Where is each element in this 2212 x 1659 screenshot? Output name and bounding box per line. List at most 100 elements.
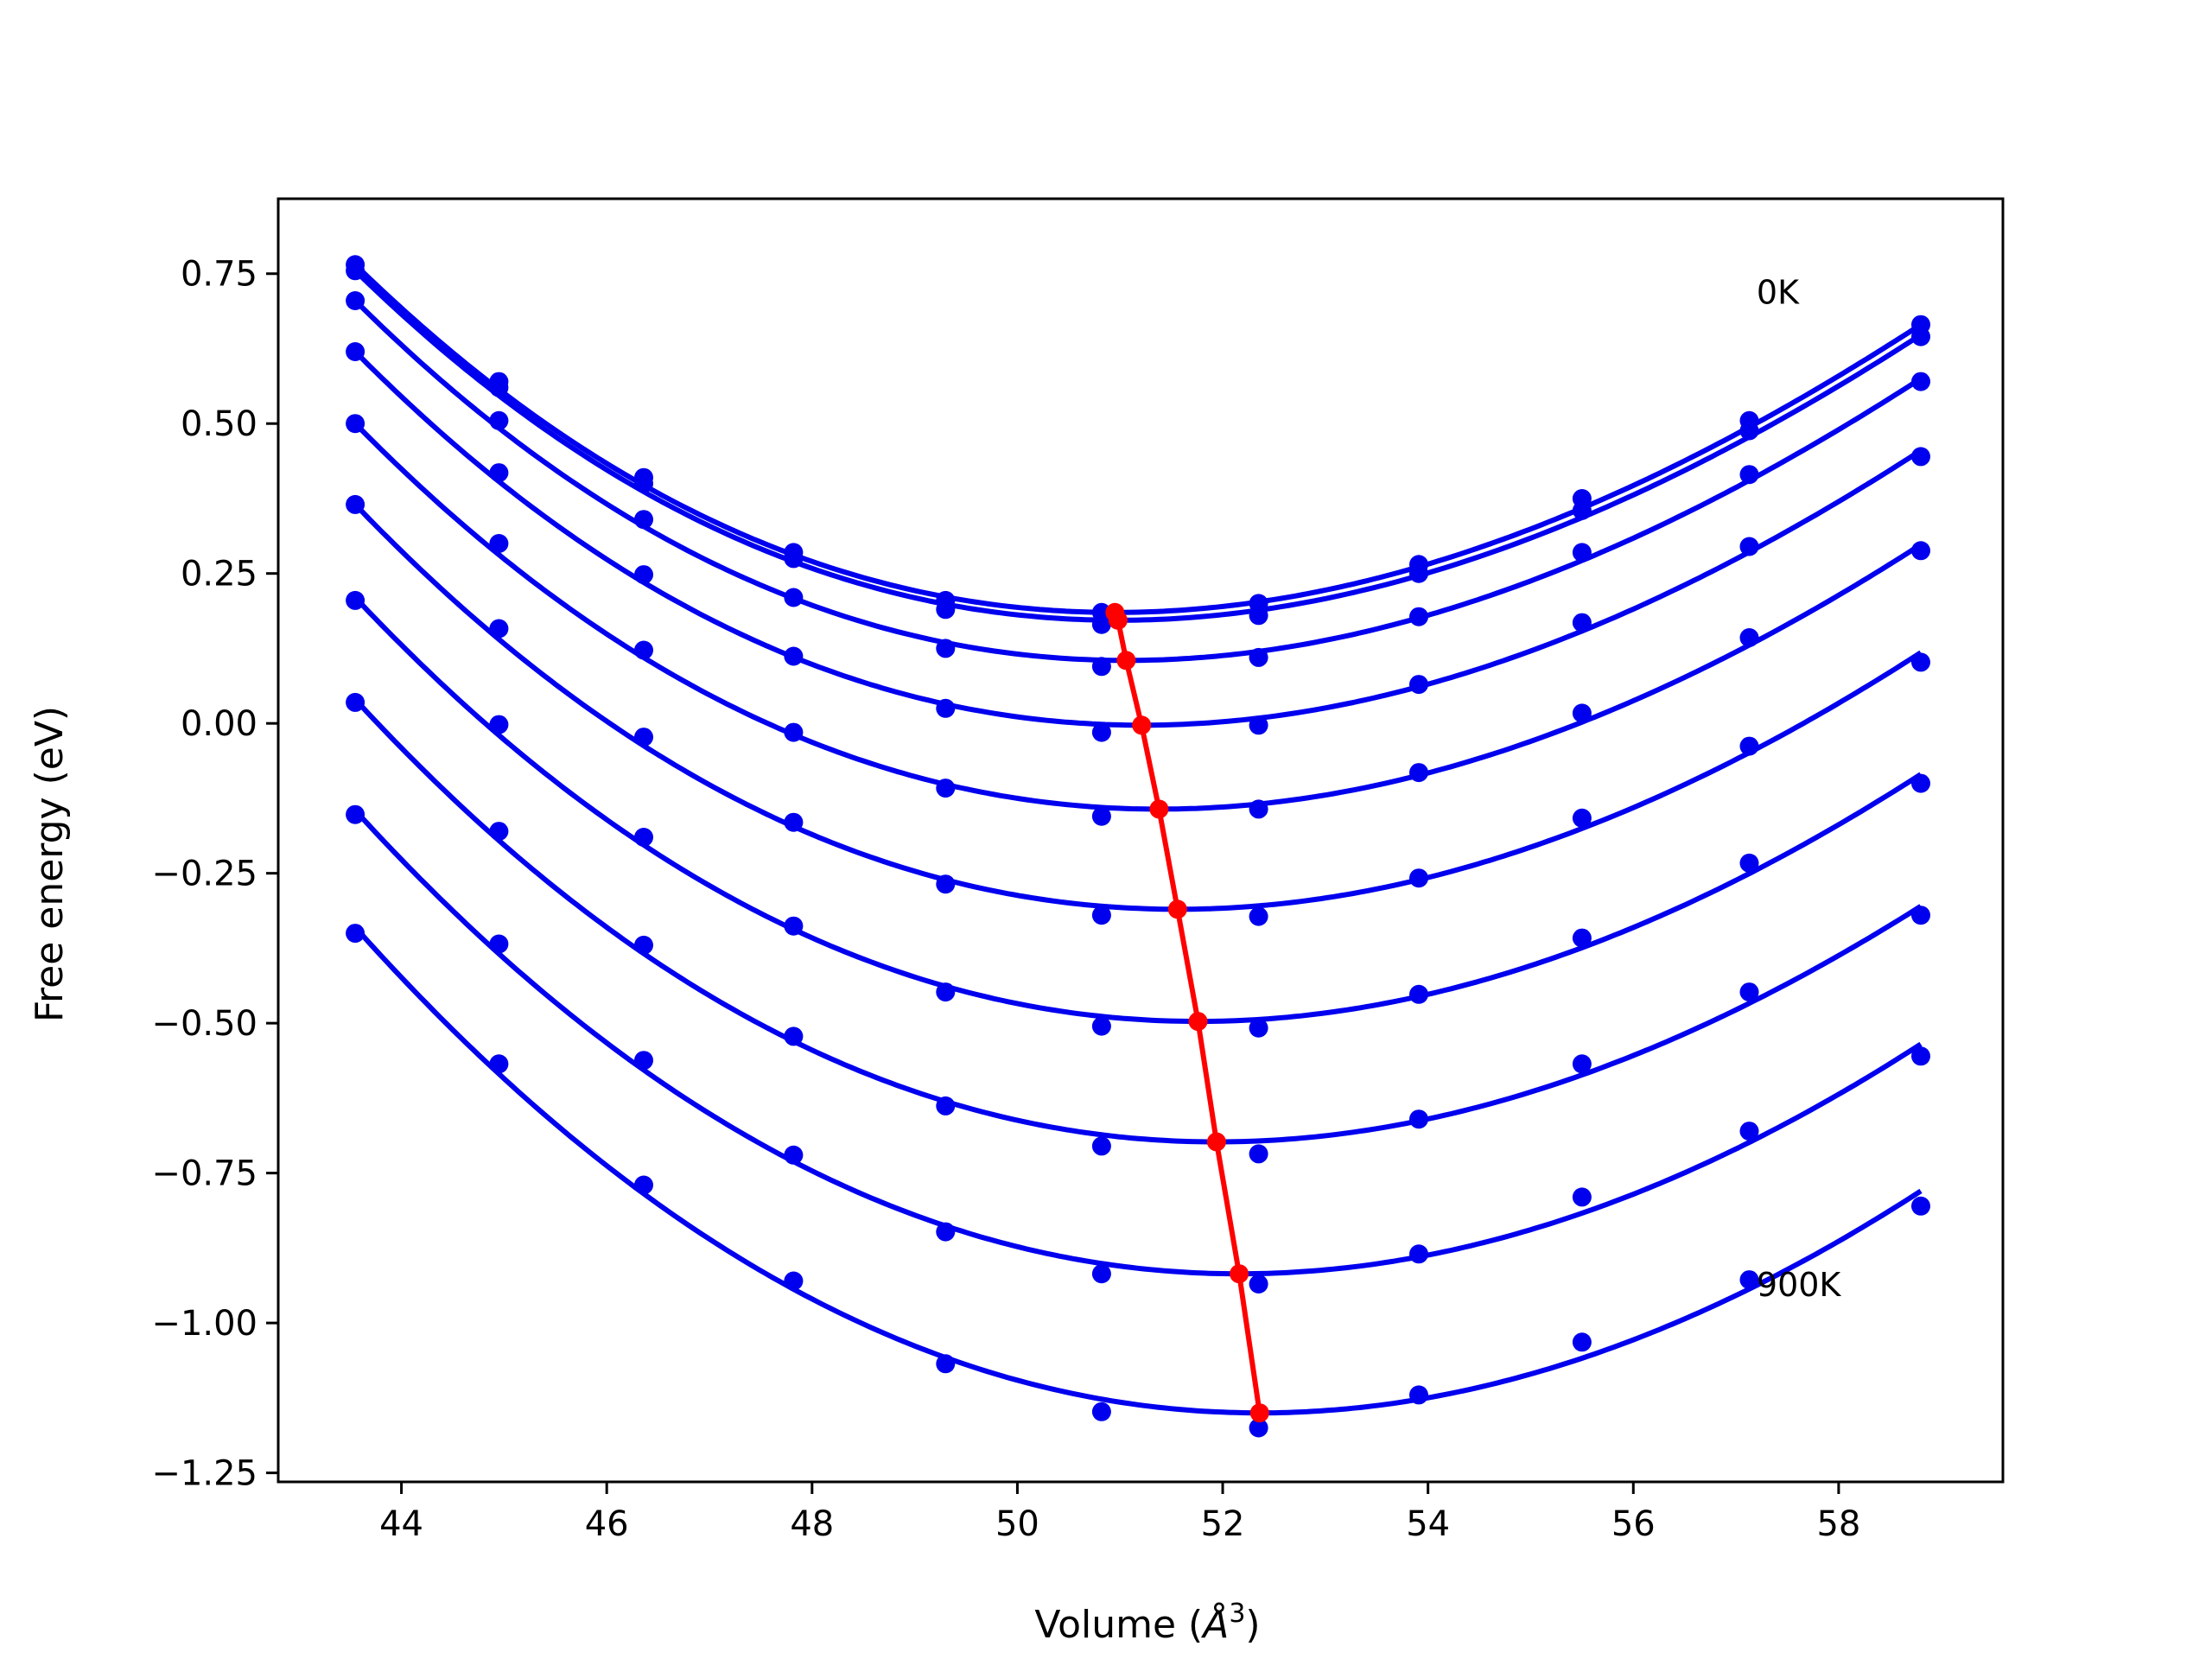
data-point-1-2 xyxy=(634,474,653,493)
y-tick-label-2: 0.25 xyxy=(181,555,257,594)
data-point-9-4 xyxy=(936,1354,956,1374)
fit-curve-2 xyxy=(353,298,1923,664)
y-tick-label-7: −1.00 xyxy=(151,1304,257,1344)
data-point-1-7 xyxy=(1409,563,1428,583)
data-point-8-0 xyxy=(346,804,365,824)
data-point-3-8 xyxy=(1572,613,1592,632)
x-tick-label-1: 46 xyxy=(585,1504,629,1544)
x-tick-label-2: 48 xyxy=(790,1504,834,1544)
data-point-6-1 xyxy=(489,715,509,734)
data-point-7-7 xyxy=(1409,1109,1428,1129)
data-point-2-2 xyxy=(634,510,653,530)
fit-curve-9 xyxy=(353,925,1923,1416)
minimum-point-2 xyxy=(1116,651,1136,671)
data-point-8-1 xyxy=(489,934,509,954)
x-axis-label-prefix: Volume ( xyxy=(1034,1603,1203,1647)
data-point-3-9 xyxy=(1739,537,1759,556)
data-point-5-0 xyxy=(346,494,365,514)
data-point-3-2 xyxy=(634,565,653,585)
data-point-4-3 xyxy=(784,722,804,742)
data-point-6-4 xyxy=(936,982,956,1002)
data-point-5-2 xyxy=(634,728,653,747)
data-point-7-6 xyxy=(1249,1144,1268,1164)
minimum-point-6 xyxy=(1188,1012,1208,1032)
data-point-9-0 xyxy=(346,924,365,944)
axes: 44 46 48 50 52 54 56 58 0.75 0.50 0.25 0.00 −0.25 −0.… xyxy=(151,197,2005,1544)
data-point-5-7 xyxy=(1409,868,1428,888)
data-point-9-3 xyxy=(784,1271,804,1291)
y-tick-label-8: −1.25 xyxy=(151,1454,257,1494)
data-point-7-8 xyxy=(1572,1054,1592,1074)
data-point-2-7 xyxy=(1409,607,1428,626)
data-point-2-10 xyxy=(1911,372,1930,391)
data-point-9-1 xyxy=(489,1054,509,1074)
data-point-3-10 xyxy=(1911,447,1930,467)
data-point-2-9 xyxy=(1739,465,1759,485)
data-point-9-8 xyxy=(1572,1332,1592,1352)
fit-curve-4 xyxy=(353,422,1923,812)
x-tick-label-3: 50 xyxy=(995,1504,1039,1544)
y-tick-label-3: 0.00 xyxy=(181,704,257,744)
data-point-2-8 xyxy=(1572,543,1592,563)
minima-line xyxy=(1105,602,1269,1423)
data-point-5-9 xyxy=(1739,736,1759,756)
data-points xyxy=(346,255,1930,1438)
data-point-2-1 xyxy=(489,410,509,430)
data-point-7-10 xyxy=(1911,906,1930,925)
data-point-1-0 xyxy=(346,261,365,281)
fit-curve-8 xyxy=(353,808,1923,1277)
data-point-9-9 xyxy=(1739,1270,1759,1290)
data-point-6-2 xyxy=(634,828,653,847)
fit-curve-1 xyxy=(353,269,1923,623)
data-point-7-9 xyxy=(1739,982,1759,1002)
data-point-1-1 xyxy=(489,378,509,397)
data-point-5-3 xyxy=(784,812,804,832)
data-point-9-2 xyxy=(634,1175,653,1195)
data-point-4-9 xyxy=(1739,628,1759,647)
data-point-8-3 xyxy=(784,1145,804,1165)
data-point-7-0 xyxy=(346,692,365,712)
y-tick-label-4: −0.25 xyxy=(151,855,257,894)
data-point-6-3 xyxy=(784,916,804,936)
fit-curve-6 xyxy=(353,595,1923,1025)
minimum-point-7 xyxy=(1206,1132,1226,1152)
data-point-8-9 xyxy=(1739,1122,1759,1141)
data-point-5-5 xyxy=(1091,906,1111,925)
data-point-5-4 xyxy=(936,874,956,894)
data-point-2-6 xyxy=(1249,647,1268,667)
data-point-8-2 xyxy=(634,1051,653,1071)
data-point-2-0 xyxy=(346,291,365,310)
data-point-6-6 xyxy=(1249,1018,1268,1038)
minimum-point-4 xyxy=(1149,799,1169,819)
data-point-4-6 xyxy=(1249,799,1268,819)
data-point-9-7 xyxy=(1409,1385,1428,1405)
y-tick-label-0: 0.75 xyxy=(181,255,257,295)
data-point-4-4 xyxy=(936,779,956,798)
x-axis-label-suffix: ) xyxy=(1245,1603,1260,1647)
x-axis-label: Volume (Å3) xyxy=(1034,1599,1260,1647)
x-tick-label-4: 52 xyxy=(1201,1504,1245,1544)
data-point-7-1 xyxy=(489,822,509,842)
y-tick-label-6: −0.75 xyxy=(151,1154,257,1194)
minima-polyline xyxy=(1112,611,1262,1414)
x-axis-label-unit: Å xyxy=(1200,1601,1229,1647)
fit-curve-5 xyxy=(353,502,1923,912)
data-point-2-4 xyxy=(936,639,956,658)
data-point-5-10 xyxy=(1911,652,1930,672)
data-point-9-10 xyxy=(1911,1196,1930,1216)
data-point-3-0 xyxy=(346,342,365,361)
data-point-7-2 xyxy=(634,935,653,955)
data-point-8-5 xyxy=(1091,1264,1111,1284)
annotations: 0K 900K xyxy=(1757,274,1842,1304)
minimum-point-8 xyxy=(1230,1264,1249,1284)
data-point-9-6 xyxy=(1249,1418,1268,1438)
fit-curves xyxy=(353,263,1923,1416)
data-point-4-8 xyxy=(1572,703,1592,723)
minimum-point-1 xyxy=(1108,610,1128,630)
data-point-1-5 xyxy=(1091,614,1111,634)
data-point-8-6 xyxy=(1249,1274,1268,1294)
data-point-3-7 xyxy=(1409,675,1428,695)
data-point-2-3 xyxy=(784,588,804,607)
plot-frame xyxy=(276,197,2005,1484)
data-point-3-1 xyxy=(489,463,509,483)
